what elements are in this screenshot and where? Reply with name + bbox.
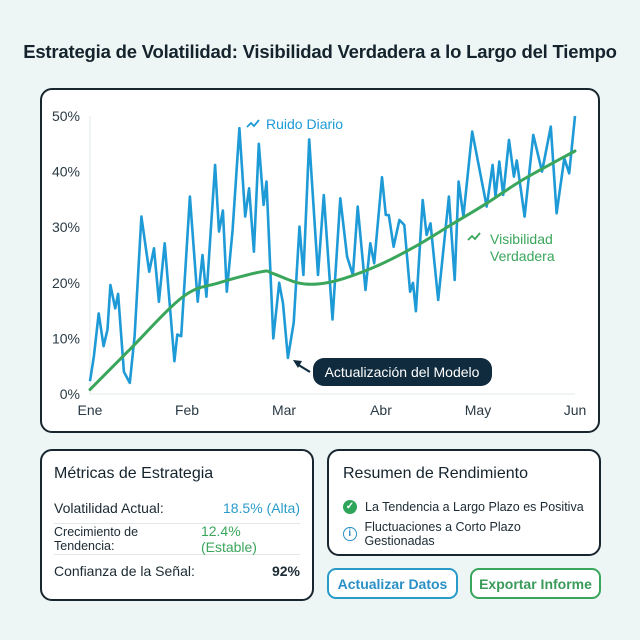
x-tick-label: Ene [78,402,103,418]
annotation-text: Actualización del Modelo [325,364,480,380]
metric-label: Confianza de la Señal: [54,562,195,579]
trend-line-icon [246,119,260,128]
check-circle-icon: ✓ [343,499,357,514]
series-line-ruido-diario [88,115,577,385]
summary-item: i Fluctuaciones a Corto Plazo Gestionadas [343,519,585,548]
metrics-card: Métricas de Estrategia Volatilidad Actua… [40,449,314,601]
metric-row: Volatilidad Actual: 18.5% (Alta) [54,493,300,524]
series-line-visibilidad-verdadera [88,149,577,392]
page-title: Estrategia de Volatilidad: Visibilidad V… [23,41,617,62]
summary-title: Resumen de Rendimiento [343,465,528,482]
arrow-head-icon [293,360,302,368]
y-tick-label: 40% [52,164,80,180]
metric-row: Confianza de la Señal: 92% [54,555,300,586]
trend-line-icon [467,232,481,241]
summary-card: Resumen de Rendimiento ✓ La Tendencia a L… [327,449,601,556]
legend-ruido-diario: Ruido Diario [266,116,343,132]
x-tick-label: Abr [370,402,392,418]
metric-row: Crecimiento de Tendencia: 12.4% (Estable) [54,523,300,555]
y-tick-label: 20% [52,275,80,291]
metric-value: 12.4% (Estable) [200,523,257,555]
x-tick-label: Mar [272,402,296,418]
line-chart: 0% 10% 20% 30% 40% 50% Ene Feb Mar Abr May Jun Ruid… [52,108,587,418]
y-tick-label: 10% [52,330,80,346]
legend-verdadera: Verdadera [490,248,555,264]
chart-card: 0% 10% 20% 30% 40% 50% Ene Feb Mar Abr May Jun Ruid… [40,88,600,433]
x-tick-label: Jun [564,402,587,418]
legend-visibilidad: Visibilidad [490,231,553,247]
y-tick-label: 50% [52,108,80,124]
y-tick-label: 30% [52,219,80,235]
x-tick-label: May [465,402,491,418]
refresh-data-button[interactable]: Actualizar Datos [327,568,458,599]
metric-value: 18.5% (Alta) [222,500,300,516]
metric-value: 92% [271,562,300,579]
x-tick-label: Feb [175,402,199,418]
y-tick-label: 0% [60,386,80,402]
metric-label: Crecimiento de Tendencia: [54,525,139,553]
summary-item: ✓ La Tendencia a Largo Plazo es Positiva [343,493,585,520]
info-circle-icon: i [343,526,357,541]
annotation-box [313,358,492,386]
summary-item-text: La Tendencia a Largo Plazo es Positiva [365,499,584,514]
export-report-button[interactable]: Exportar Informe [470,568,601,599]
summary-item-text: Fluctuaciones a Corto Plazo Gestionadas [364,519,521,548]
metrics-title: Métricas de Estrategia [54,465,214,482]
metric-label: Volatilidad Actual: [54,500,164,516]
